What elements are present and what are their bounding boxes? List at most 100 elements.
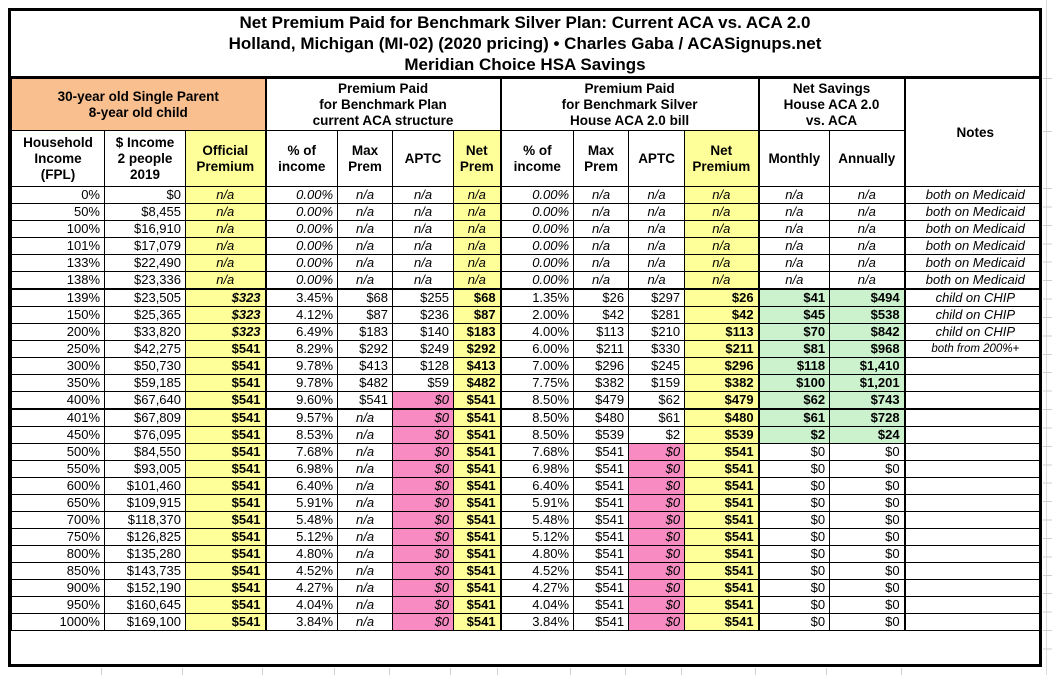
cell-fpl: 950%	[11, 596, 105, 614]
cell-aca2-net-premium: $113	[684, 323, 760, 341]
cell-aca-max-prem: n/a	[337, 254, 394, 272]
cell-aca-net-prem: $541	[453, 408, 502, 427]
cell-income: $50,730	[104, 357, 186, 375]
cell-savings-annually: $968	[829, 340, 906, 358]
table-row: 139% $23,505 $323 3.45% $68 $255 $68 1.35% $26 $2…	[11, 288, 1039, 307]
cell-savings-annually: n/a	[829, 254, 906, 272]
excel-gridline-stub	[901, 668, 902, 675]
cell-aca2-max-prem: $296	[573, 357, 630, 375]
cell-income: $84,550	[104, 443, 186, 461]
cell-note: both on Medicaid	[903, 186, 1039, 204]
table-row: 101% $17,079 n/a 0.00% n/a n/a n/a 0.00% n/a n/a n…	[11, 237, 1039, 255]
cell-note: both on Medicaid	[903, 203, 1039, 221]
excel-gridline-stub	[334, 668, 335, 675]
cell-aca-max-prem: n/a	[337, 443, 394, 461]
cell-aca-max-prem: n/a	[337, 237, 394, 255]
cell-aca2-max-prem: $541	[573, 494, 630, 512]
cell-income: $160,645	[104, 596, 186, 614]
cell-note	[903, 511, 1039, 529]
cell-aca2-max-prem: $42	[573, 306, 630, 324]
cell-income: $8,455	[104, 203, 186, 221]
excel-gridlines-right-strip	[1043, 188, 1052, 667]
cell-aca-net-prem: $183	[453, 323, 502, 341]
cell-aca-net-prem: n/a	[453, 237, 502, 255]
cell-aca2-aptc: $0	[628, 596, 686, 614]
cell-note: both on Medicaid	[903, 271, 1039, 290]
cell-official-premium: $541	[184, 357, 267, 375]
column-header-aca2-pct-income: % of income	[499, 130, 575, 187]
cell-aca2-max-prem: $541	[573, 460, 630, 478]
cell-aca2-net-premium: $26	[684, 288, 760, 307]
excel-gridline-stub	[262, 668, 263, 675]
cell-aca2-pct-income: 6.98%	[499, 460, 575, 478]
cell-savings-monthly: $62	[757, 391, 831, 410]
cell-aca2-aptc: $0	[628, 511, 686, 529]
cell-fpl: 250%	[11, 340, 105, 358]
cell-aca2-aptc: $0	[628, 494, 686, 512]
data-grid: 30-year old Single Parent 8-year old chi…	[11, 78, 1039, 631]
cell-aca-net-prem: $541	[453, 443, 502, 461]
cell-aca2-max-prem: n/a	[573, 186, 630, 204]
cell-official-premium: $541	[184, 374, 267, 392]
cell-aca2-pct-income: 5.91%	[499, 494, 575, 512]
table-row: 350% $59,185 $541 9.78% $482 $59 $482 7.75% $382…	[11, 374, 1039, 392]
cell-official-premium: n/a	[184, 237, 267, 255]
cell-aca-max-prem: n/a	[337, 460, 394, 478]
cell-aca2-aptc: $0	[628, 528, 686, 546]
cell-aca-max-prem: n/a	[337, 562, 394, 580]
cell-aca-pct-income: 0.00%	[264, 271, 339, 290]
cell-fpl: 139%	[11, 288, 105, 307]
cell-fpl: 900%	[11, 579, 105, 597]
table-row: 150% $25,365 $323 4.12% $87 $236 $87 2.00% $42 $2…	[11, 306, 1039, 324]
cell-savings-annually: $0	[829, 562, 906, 580]
cell-aca-net-prem: $541	[453, 426, 502, 444]
cell-aca-aptc: n/a	[392, 203, 455, 221]
cell-aca-max-prem: n/a	[337, 494, 394, 512]
cell-savings-monthly: $0	[757, 460, 831, 478]
cell-aca2-net-premium: $541	[684, 545, 760, 563]
excel-gridline-segment	[1043, 131, 1052, 132]
cell-income: $16,910	[104, 220, 186, 238]
cell-aca-net-prem: $413	[453, 357, 502, 375]
cell-aca2-pct-income: 4.00%	[499, 323, 575, 341]
table-row: 50% $8,455 n/a 0.00% n/a n/a n/a 0.00% n/a n/a n/a…	[11, 203, 1039, 221]
cell-savings-monthly: n/a	[757, 254, 831, 272]
cell-aca2-net-premium: $541	[684, 562, 760, 580]
cell-aca2-max-prem: $541	[573, 545, 630, 563]
excel-gridline-stub	[755, 668, 756, 675]
cell-fpl: 401%	[11, 408, 105, 427]
cell-savings-annually: $0	[829, 528, 906, 546]
cell-aca-net-prem: n/a	[453, 220, 502, 238]
cell-aca2-pct-income: 4.27%	[499, 579, 575, 597]
cell-note	[903, 562, 1039, 580]
cell-fpl: 0%	[11, 186, 105, 204]
column-header-aca-net-prem: Net Prem	[453, 130, 502, 187]
cell-fpl: 650%	[11, 494, 105, 512]
cell-aca2-pct-income: 7.75%	[499, 374, 575, 392]
cell-aca2-max-prem: $541	[573, 613, 630, 631]
cell-aca2-net-premium: $211	[684, 340, 760, 358]
cell-fpl: 350%	[11, 374, 105, 392]
cell-aca-aptc: $0	[392, 477, 455, 495]
cell-official-premium: n/a	[184, 271, 267, 290]
cell-fpl: 138%	[11, 271, 105, 290]
cell-aca2-net-premium: $541	[684, 579, 760, 597]
cell-aca-aptc: $0	[392, 528, 455, 546]
cell-aca2-net-premium: $541	[684, 596, 760, 614]
cell-aca2-pct-income: 5.48%	[499, 511, 575, 529]
cell-aca2-net-premium: $539	[684, 426, 760, 444]
title-line-2: Holland, Michigan (MI-02) (2020 pricing)…	[228, 34, 822, 53]
cell-note	[903, 357, 1039, 375]
cell-note	[903, 408, 1039, 427]
cell-aca-aptc: n/a	[392, 271, 455, 290]
cell-fpl: 100%	[11, 220, 105, 238]
cell-aca2-max-prem: n/a	[573, 220, 630, 238]
cell-income: $135,280	[104, 545, 186, 563]
cell-aca-aptc: $0	[392, 460, 455, 478]
cell-aca-pct-income: 0.00%	[264, 220, 339, 238]
cell-aca2-aptc: $0	[628, 443, 686, 461]
cell-aca2-aptc: $297	[628, 288, 686, 307]
table-row: 850% $143,735 $541 4.52% n/a $0 $541 4.52% $541 $…	[11, 562, 1039, 580]
excel-gridline-stub	[389, 668, 390, 675]
column-header-aca2-aptc: APTC	[628, 130, 686, 187]
